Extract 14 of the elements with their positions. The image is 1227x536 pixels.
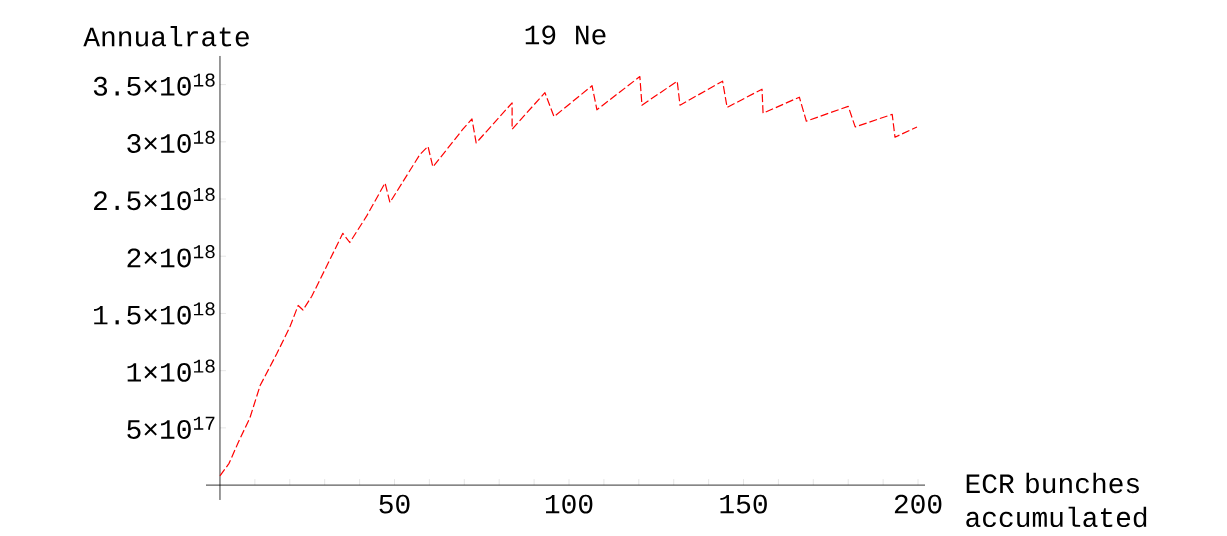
y-tick-label: 3×10$^{18}$ — [127, 130, 215, 153]
x-tick-label: 100 — [545, 494, 593, 514]
x-tick-label: 200 — [894, 494, 942, 514]
x-tick-label: 150 — [720, 494, 767, 514]
y-tick-label: 3.5×10$^{18}$ — [93, 73, 215, 96]
x-axis-title: ECR bunches accumulated — [966, 472, 1147, 528]
y-tick-label: 2×10$^{18}$ — [127, 245, 215, 268]
y-tick-label: 2.5×10$^{18}$ — [94, 187, 215, 211]
chart-title: 19 Ne — [525, 25, 606, 45]
y-axis-title: Annualrate — [83, 25, 249, 47]
y-tick-label: 1×10$^{18}$ — [127, 359, 215, 382]
y-tick-label: 1.5×10$^{18}$ — [94, 302, 215, 325]
x-tick-label: 50 — [379, 494, 410, 514]
y-tick-label: 5×10$^{17}$ — [127, 416, 215, 439]
